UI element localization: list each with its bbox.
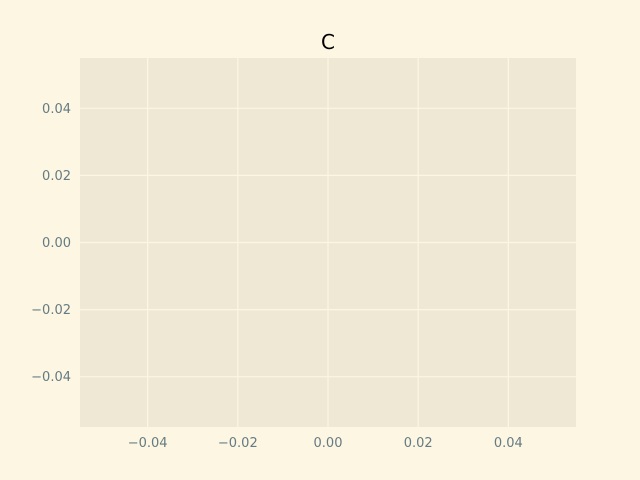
y-tick-label: 0.00 bbox=[42, 236, 71, 251]
x-tick-label: 0.02 bbox=[404, 436, 433, 451]
y-tick-label: −0.02 bbox=[31, 303, 71, 318]
chart-title: C bbox=[321, 30, 335, 54]
x-tick-label: −0.02 bbox=[218, 436, 258, 451]
x-tick-label: −0.04 bbox=[128, 436, 168, 451]
y-axis-ticks: −0.04 −0.02 0.00 0.02 0.04 bbox=[31, 102, 71, 385]
grid-lines bbox=[80, 58, 576, 427]
x-axis-ticks: −0.04 −0.02 0.00 0.02 0.04 bbox=[128, 436, 523, 451]
x-tick-label: 0.04 bbox=[494, 436, 523, 451]
y-tick-label: 0.02 bbox=[42, 169, 71, 184]
y-tick-label: 0.04 bbox=[42, 102, 71, 117]
y-tick-label: −0.04 bbox=[31, 370, 71, 385]
x-tick-label: 0.00 bbox=[314, 436, 343, 451]
